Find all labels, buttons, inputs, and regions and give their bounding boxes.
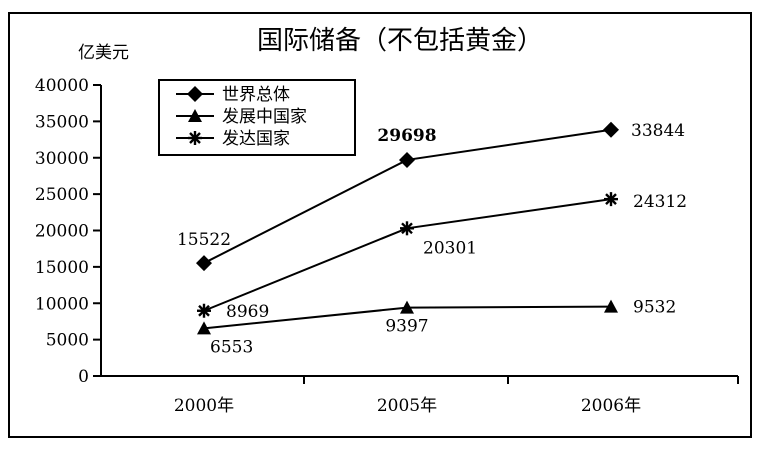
y-tick-label: 10000 [35,294,89,314]
marker-developed [400,221,414,236]
marker-developed [604,192,618,207]
marker-world [603,121,619,138]
data-label-world: 15522 [177,230,231,250]
y-tick-label: 40000 [35,76,89,96]
data-label-developing: 9532 [633,298,676,318]
chart-title: 国际储备（不包括黄金） [257,26,543,56]
legend-marker-world [187,86,203,102]
y-tick-label: 25000 [35,185,89,205]
y-axis-ticks: 0 5000 10000 15000 20000 25000 30000 35000 40000 [35,76,101,387]
data-label-developing: 6553 [210,337,253,357]
legend-label-world: 世界总体 [222,85,290,105]
y-tick-label: 15000 [35,258,89,278]
legend-marker-developing [188,109,202,122]
series-line-developed [203,198,612,312]
marker-world [399,151,415,168]
marker-developing [197,321,211,335]
chart-frame [8,12,752,438]
marker-developed-stroke [401,222,413,235]
marker-developed-stroke [198,304,210,317]
data-label-world: 29698 [377,126,436,146]
series-markers [196,121,619,335]
y-axis-unit-label: 亿美元 [78,43,129,63]
x-tick-label: 2006年 [581,396,641,416]
data-label-developed: 20301 [423,238,477,258]
marker-developing [604,299,618,313]
legend-label-developed: 发达国家 [222,129,290,149]
y-tick-label: 35000 [35,112,89,132]
legend-label-developing: 发展中国家 [222,107,307,127]
marker-world [196,255,212,272]
legend-marker-developed-stroke [189,132,201,144]
x-tick-label: 2005年 [377,396,437,416]
legend-marker-developed [188,131,202,145]
data-label-developed: 24312 [633,192,687,212]
marker-developed [197,303,211,318]
y-tick-label: 5000 [46,331,89,351]
data-label-developed: 8969 [226,302,269,322]
y-tick-label: 20000 [35,222,89,242]
x-tick-label: 2000年 [174,396,234,416]
x-axis-ticks: 2000年 2005年 2006年 [174,376,739,416]
marker-developing [400,300,414,314]
data-label-developing: 9397 [385,317,428,337]
data-label-world: 33844 [631,121,685,141]
data-labels: 15522 29698 33844 6553 9397 9532 8969 20301 2431… [177,121,687,358]
marker-developed-stroke [605,193,617,205]
y-tick-label: 0 [78,367,89,387]
y-tick-label: 30000 [35,149,89,169]
